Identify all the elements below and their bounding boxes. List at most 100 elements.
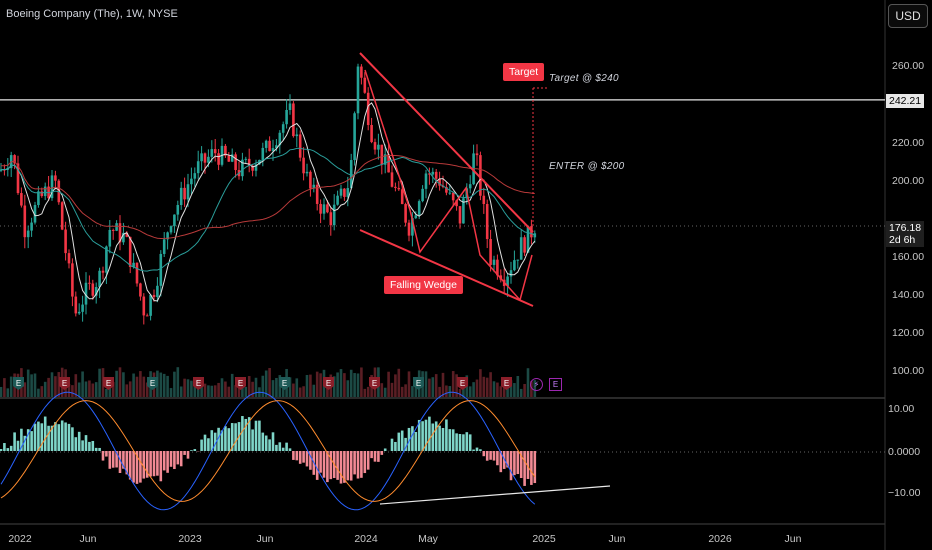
volume-bar [227, 386, 231, 397]
earnings-marker[interactable]: E [501, 377, 512, 390]
macd-histogram-bar [115, 451, 118, 468]
earnings-marker[interactable]: E [235, 377, 246, 390]
candle-body [67, 253, 71, 264]
candle-body [302, 157, 305, 174]
volume-bar [23, 382, 27, 397]
macd-tick: 0.0000 [888, 446, 921, 458]
macd-histogram-bar [353, 451, 356, 475]
volume-bar [295, 378, 299, 397]
macd-histogram-bar [33, 423, 37, 451]
macd-histogram-bar [356, 451, 360, 479]
macd-histogram-bar [434, 421, 438, 451]
volume-bar [115, 370, 118, 397]
macd-histogram-bar [319, 451, 322, 473]
candle-body [20, 193, 23, 206]
candle-body [445, 186, 448, 193]
wedge-upper-line [359, 52, 534, 233]
candle-body [506, 276, 509, 287]
candle-body [251, 165, 254, 171]
candle-body [404, 204, 407, 223]
volume-bar [315, 371, 319, 397]
macd-histogram-bar [156, 451, 159, 476]
earnings-marker[interactable]: E [279, 377, 290, 390]
macd-histogram-bar [105, 451, 108, 457]
earnings-marker[interactable]: E [413, 377, 424, 390]
volume-bar [397, 368, 401, 397]
volume-bar [230, 373, 234, 397]
macd-histogram-bar [77, 431, 81, 451]
macd-histogram-bar [268, 439, 271, 451]
volume-bar [81, 371, 84, 397]
candle-body [268, 140, 271, 152]
macd-histogram-bar [533, 451, 537, 484]
volume-bar [40, 386, 44, 397]
volume-bar [455, 374, 458, 397]
macd-histogram-bar [326, 451, 329, 483]
macd-histogram-bar [309, 451, 312, 470]
macd-histogram-bar [519, 451, 523, 478]
candle-body [387, 154, 390, 173]
candle-body [513, 260, 516, 271]
upcoming-earnings-icon[interactable]: E [549, 378, 562, 391]
currency-button[interactable]: USD [888, 4, 928, 28]
candle-body [176, 205, 180, 215]
candle-body [526, 226, 530, 253]
volume-bar [441, 372, 445, 397]
candle-body [135, 262, 139, 284]
candle-body [363, 77, 367, 93]
candle-body [241, 159, 244, 177]
earnings-marker[interactable]: E [59, 377, 70, 390]
volume-bar [519, 388, 523, 397]
macd-histogram-bar [169, 451, 173, 467]
volume-bar [298, 387, 302, 397]
falling-wedge-label-box[interactable]: Falling Wedge [384, 276, 463, 294]
candle-body [305, 171, 309, 174]
volume-bar [0, 386, 3, 397]
macd-histogram-bar [207, 438, 210, 451]
candle-body [152, 294, 156, 298]
volume-bar [411, 386, 414, 397]
target-label-box[interactable]: Target [503, 63, 545, 81]
candle-body [349, 160, 353, 189]
bar-countdown: 2d 6h [889, 234, 916, 246]
macd-histogram-bar [465, 432, 469, 451]
candle-body [475, 153, 479, 156]
volume-bar [281, 385, 285, 397]
earnings-marker[interactable]: E [457, 377, 468, 390]
volume-bar [445, 385, 448, 397]
earnings-marker[interactable]: E [369, 377, 380, 390]
time-label: 2022 [8, 533, 32, 545]
earnings-marker[interactable]: E [147, 377, 158, 390]
macd-histogram-bar [57, 424, 61, 451]
volume-bar [496, 382, 499, 397]
macd-histogram-bar [462, 434, 465, 451]
time-label: Jun [256, 533, 274, 545]
macd-histogram-bar [261, 432, 265, 451]
macd-histogram-bar [118, 451, 122, 473]
candle-body [40, 191, 44, 197]
macd-histogram-bar [186, 451, 190, 459]
candle-body [394, 186, 397, 188]
candle-body [434, 171, 438, 179]
earnings-marker[interactable]: E [103, 377, 114, 390]
macd-histogram-bar [305, 451, 309, 467]
volume-bar [50, 372, 54, 397]
earnings-marker[interactable]: E [13, 377, 24, 390]
macd-histogram-bar [370, 451, 373, 459]
volume-bar [210, 385, 214, 397]
candle-body [77, 311, 81, 314]
earnings-marker[interactable]: E [323, 377, 334, 390]
macd-histogram-bar [438, 425, 441, 451]
earnings-marker[interactable]: E [193, 377, 204, 390]
volume-bar [468, 386, 472, 397]
macd-histogram-bar [98, 447, 101, 451]
enter-text: ENTER @ $200 [549, 161, 625, 172]
dividend-icon[interactable]: ⚡ [530, 378, 543, 391]
volume-bar [438, 386, 441, 397]
macd-histogram-bar [152, 451, 156, 477]
candle-body [159, 253, 163, 286]
candle-body [462, 198, 465, 224]
volume-bar [251, 381, 254, 397]
candle-body [411, 218, 414, 236]
